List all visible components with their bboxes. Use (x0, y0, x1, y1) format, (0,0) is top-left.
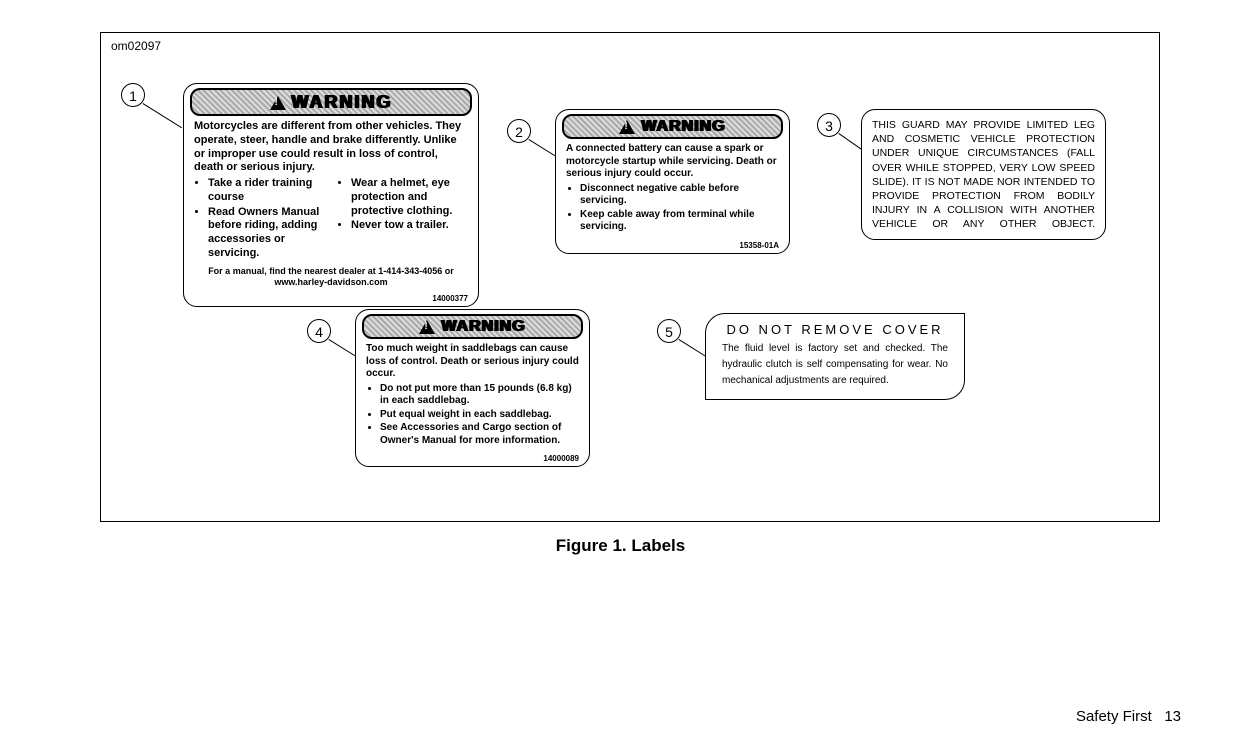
warning-banner-1: WARNING (190, 88, 472, 116)
callout-4-line (328, 339, 356, 357)
label-5-title: DO NOT REMOVE COVER (706, 322, 964, 337)
figure-caption: Figure 1. Labels (0, 536, 1241, 556)
cover-notice-label: DO NOT REMOVE COVER The fluid level is f… (705, 313, 965, 400)
list-item: Take a rider training course (208, 177, 325, 205)
list-item: Put equal weight in each saddlebag. (380, 409, 579, 422)
page: om02097 1 WARNING Motorcycles are differ… (0, 0, 1241, 750)
warning-label-4: WARNING Too much weight in saddlebags ca… (355, 309, 590, 467)
callout-1-line (142, 103, 182, 128)
label-2-partno: 15358-01A (556, 241, 789, 253)
figure-frame: om02097 1 WARNING Motorcycles are differ… (100, 32, 1160, 522)
list-item: Never tow a trailer. (351, 219, 468, 233)
label-4-intro: Too much weight in saddlebags can cause … (366, 343, 579, 381)
list-item: Wear a helmet, eye protection and protec… (351, 177, 468, 218)
label-5-text: The fluid level is factory set and check… (706, 341, 964, 399)
label-3-text: THIS GUARD MAY PROVIDE LIMITED LEG AND C… (862, 110, 1105, 239)
warning-banner-text: WARNING (292, 92, 393, 113)
callout-3-line (838, 133, 862, 150)
list-item: Read Owners Manual before riding, adding… (208, 206, 325, 261)
warning-banner-4: WARNING (362, 314, 583, 339)
guard-notice-label: THIS GUARD MAY PROVIDE LIMITED LEG AND C… (861, 109, 1106, 240)
warning-label-1: WARNING Motorcycles are different from o… (183, 83, 479, 307)
alert-icon (419, 320, 435, 334)
label-2-intro: A connected battery can cause a spark or… (566, 143, 779, 181)
warning-banner-2: WARNING (562, 114, 783, 139)
list-item: See Accessories and Cargo section of Own… (380, 422, 579, 447)
alert-icon (619, 120, 635, 134)
frame-id: om02097 (111, 39, 161, 53)
page-footer: Safety First 13 (1076, 708, 1181, 725)
callout-2-line (528, 139, 556, 157)
alert-icon (270, 96, 286, 110)
list-item: Disconnect negative cable before servici… (580, 183, 779, 208)
warning-label-2: WARNING A connected battery can cause a … (555, 109, 790, 254)
label-2-body: A connected battery can cause a spark or… (556, 141, 789, 241)
label-4-partno: 14000089 (356, 454, 589, 466)
list-item: Keep cable away from terminal while serv… (580, 209, 779, 234)
label-1-col2: Wear a helmet, eye protection and protec… (337, 177, 468, 262)
callout-5-line (678, 339, 706, 357)
footer-section: Safety First (1076, 708, 1152, 725)
warning-banner-text: WARNING (641, 118, 725, 136)
label-1-intro: Motorcycles are different from other veh… (194, 120, 468, 175)
warning-banner-text: WARNING (441, 318, 525, 336)
label-4-body: Too much weight in saddlebags can cause … (356, 341, 589, 454)
list-item: Do not put more than 15 pounds (6.8 kg) … (380, 383, 579, 408)
label-1-partno: 14000377 (184, 294, 478, 306)
label-1-fineprint: For a manual, find the nearest dealer at… (194, 266, 468, 289)
footer-page-number: 13 (1164, 708, 1181, 725)
label-1-col1: Take a rider training course Read Owners… (194, 177, 325, 262)
label-1-body: Motorcycles are different from other veh… (184, 118, 478, 294)
